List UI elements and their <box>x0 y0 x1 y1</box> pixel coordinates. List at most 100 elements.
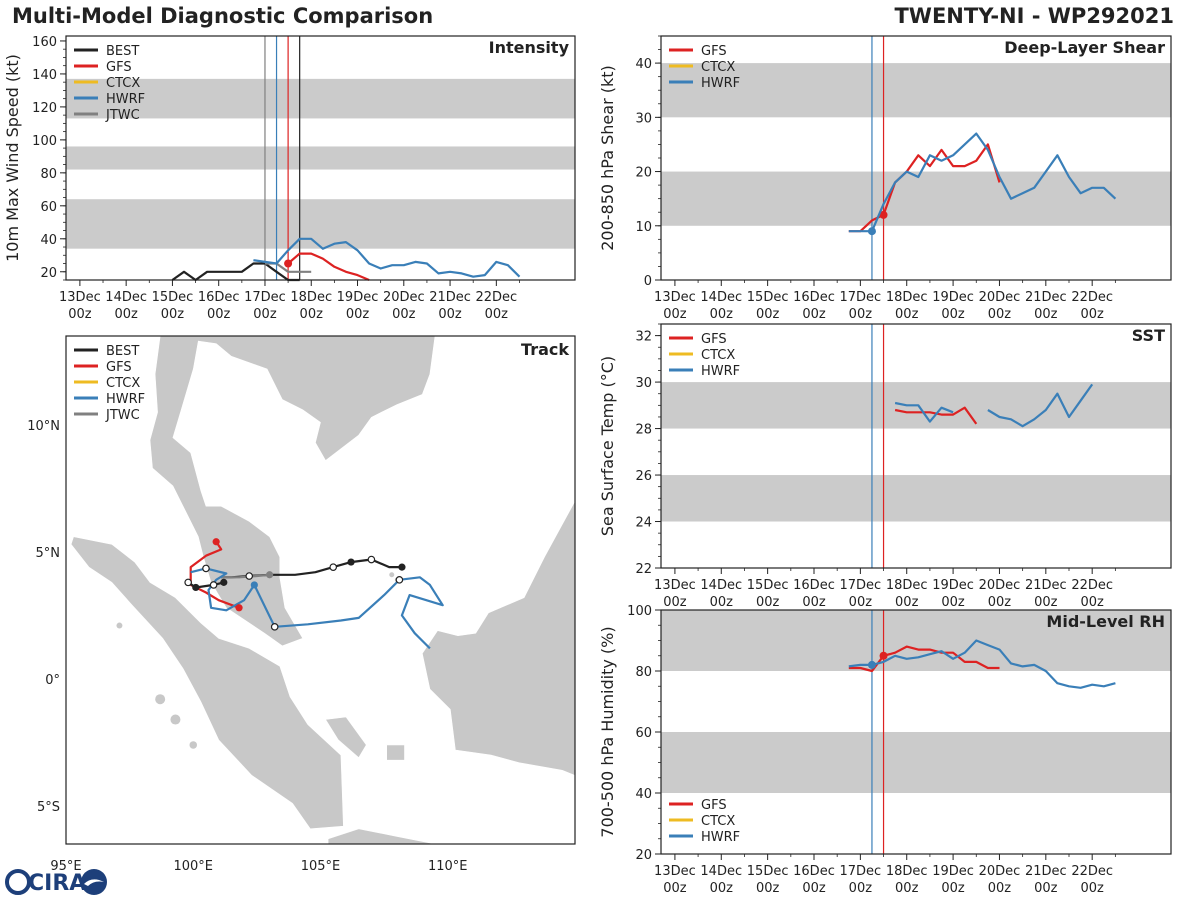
band-0 <box>661 475 1171 522</box>
x-tick-sublabel: 00z <box>710 595 734 610</box>
x-tick-label: 13Dec <box>654 290 696 305</box>
x-tick-label: 17Dec <box>840 578 882 593</box>
series-line-best <box>171 262 300 282</box>
plot-frame <box>65 35 576 281</box>
x-tick-label: 20Dec <box>979 864 1021 879</box>
x-tick-sublabel: 00z <box>849 307 873 322</box>
x-tick-label: 19Dec <box>337 290 379 305</box>
x-tick-sublabel: 00z <box>485 307 509 322</box>
legend-label-best: BEST <box>106 44 139 59</box>
x-tick-sublabel: 00z <box>346 307 370 322</box>
y-tick-label: 140 <box>32 68 57 83</box>
legend-label-gfs: GFS <box>701 798 727 813</box>
x-tick-sublabel: 00z <box>756 595 780 610</box>
x-tick-sublabel: 00z <box>941 881 965 896</box>
x-tick-label: 17Dec <box>840 290 882 305</box>
x-tick-label: 16Dec <box>793 290 835 305</box>
x-tick-sublabel: 00z <box>1080 881 1104 896</box>
track-point-open-best <box>209 581 218 589</box>
track-point-open-best <box>245 572 254 580</box>
x-tick-sublabel: 00z <box>1034 595 1058 610</box>
x-tick-label: 16Dec <box>793 578 835 593</box>
y-tick-label: 100 <box>32 134 57 149</box>
x-tick-label: 19Dec <box>932 290 974 305</box>
x-tick-sublabel: 00z <box>300 307 324 322</box>
x-tick-label: 14Dec <box>700 290 742 305</box>
track-line-hwrf <box>253 576 444 650</box>
x-tick-sublabel: 00z <box>663 595 687 610</box>
legend-label-ctcx: CTCX <box>701 814 735 829</box>
track-point-gfs <box>235 604 243 612</box>
plot-frame <box>660 323 1172 569</box>
track-point-best <box>347 558 355 566</box>
track-point-open-best <box>367 555 376 564</box>
track-point-open-best <box>184 578 192 587</box>
x-tick-sublabel: 00z <box>988 307 1012 322</box>
series-marker-gfs <box>879 651 888 660</box>
x-tick-sublabel: 00z <box>802 595 826 610</box>
lon-tick-label: 100°E <box>173 859 213 874</box>
legend-label-best: BEST <box>106 344 139 359</box>
y-tick-label: 60 <box>635 726 652 741</box>
series-line-hwrf <box>987 383 1094 428</box>
x-tick-label: 14Dec <box>700 864 742 879</box>
lon-tick-label: 95°E <box>50 859 81 874</box>
y-tick-label: 20 <box>40 266 57 281</box>
track-point-best <box>192 583 200 592</box>
storm-id: TWENTY-NI - WP292021 <box>894 4 1174 28</box>
panel-title: Intensity <box>489 38 570 57</box>
band-0 <box>66 199 575 249</box>
track-point-hwrf <box>250 581 258 589</box>
x-tick-sublabel: 00z <box>207 307 231 322</box>
legend-label-jtwc: JTWC <box>105 408 140 423</box>
x-tick-label: 13Dec <box>59 290 101 305</box>
series-line-hwrf <box>848 132 1117 233</box>
x-tick-label: 18Dec <box>886 864 928 879</box>
series-line-hwrf <box>848 639 1116 689</box>
band-1 <box>661 610 1171 671</box>
y-tick-label: 30 <box>635 111 652 126</box>
legend-label-ctcx: CTCX <box>106 376 140 391</box>
track-point-gfs <box>212 538 220 546</box>
intensity-panel: 20 40 60 80 100 120 140 160 13Dec 00z 14Dec 00z 15De… <box>3 35 576 322</box>
x-tick-sublabel: 00z <box>1080 307 1104 322</box>
shear-panel: 0 10 20 30 40 13Dec 00z 14Dec 00z 15Dec 00z 16Dec 00… <box>598 35 1172 322</box>
x-tick-label: 15Dec <box>747 578 789 593</box>
x-tick-sublabel: 00z <box>756 307 780 322</box>
x-tick-label: 21Dec <box>1025 290 1067 305</box>
legend-label-gfs: GFS <box>701 332 727 347</box>
x-tick-sublabel: 00z <box>663 881 687 896</box>
x-tick-sublabel: 00z <box>392 307 416 322</box>
band-1 <box>66 146 575 170</box>
logo-text: CIRA <box>28 871 86 896</box>
x-tick-label: 22Dec <box>1071 290 1113 305</box>
track-point-open-hwrf <box>202 564 210 573</box>
track-point-open-hwrf <box>270 623 279 631</box>
lat-tick-label: 0° <box>45 673 60 688</box>
lat-tick-label: 5°N <box>36 546 61 561</box>
x-tick-label: 22Dec <box>475 290 517 305</box>
panel-title: SST <box>1132 326 1165 345</box>
legend-label-ctcx: CTCX <box>701 60 735 75</box>
y-tick-label: 40 <box>635 57 652 72</box>
y-tick-label: 22 <box>635 562 652 577</box>
band-1 <box>661 63 1171 118</box>
land-islet-4 <box>155 694 166 705</box>
legend-label-ctcx: CTCX <box>106 76 140 91</box>
x-tick-label: 17Dec <box>840 864 882 879</box>
series-line-hwrf <box>894 401 954 423</box>
x-tick-sublabel: 00z <box>710 881 734 896</box>
land-belitung <box>386 744 405 761</box>
land-layer <box>70 336 575 844</box>
track-point-best <box>220 578 228 586</box>
y-tick-label: 30 <box>635 376 652 391</box>
x-tick-sublabel: 00z <box>114 307 138 322</box>
x-tick-label: 20Dec <box>383 290 425 305</box>
land-islet-0 <box>286 705 294 714</box>
x-tick-label: 20Dec <box>979 578 1021 593</box>
series-marker-hwrf <box>867 660 876 669</box>
x-tick-label: 16Dec <box>198 290 240 305</box>
y-axis-label: 10m Max Wind Speed (kt) <box>3 54 22 262</box>
x-tick-label: 18Dec <box>290 290 332 305</box>
